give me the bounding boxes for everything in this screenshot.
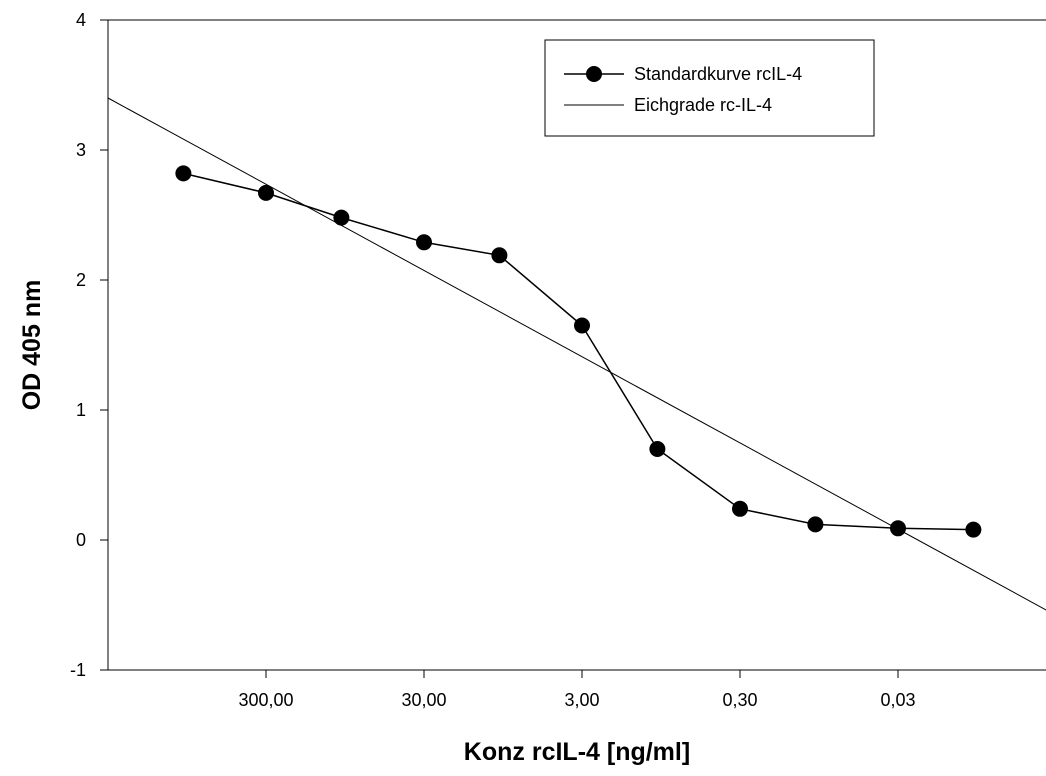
standardkurve-point: [574, 317, 590, 334]
standardkurve-point: [491, 247, 508, 264]
standardkurve-point: [416, 234, 432, 251]
y-axis-ticks: -1 0 1 2 3 4: [70, 10, 108, 680]
y-axis-title: OD 405 nm: [18, 280, 46, 411]
x-tick-label: 3,00: [564, 690, 599, 710]
y-tick-label: 0: [76, 530, 86, 550]
standardkurve-point: [732, 500, 748, 517]
legend: Standardkurve rcIL-4 Eichgrade rc-IL-4: [544, 39, 875, 137]
plot-area: [107, 19, 1046, 671]
y-tick-label: 1: [76, 400, 86, 420]
x-tick-label: 30,00: [401, 690, 446, 710]
legend-label-eichgrade: Eichgrade rc-IL-4: [634, 95, 772, 115]
standardkurve-point: [807, 516, 824, 533]
x-axis-title: Konz rcIL-4 [ng/ml]: [464, 738, 690, 766]
series-standardkurve: [175, 165, 982, 538]
legend-marker-standardkurve: [586, 66, 602, 82]
standardkurve-point: [965, 521, 982, 538]
y-tick-label: -1: [70, 660, 86, 680]
legend-label-standardkurve: Standardkurve rcIL-4: [634, 64, 802, 84]
x-tick-label: 300,00: [238, 690, 293, 710]
y-tick-label: 4: [76, 10, 86, 30]
legend-box: [544, 39, 875, 137]
standardkurve-point: [333, 209, 350, 226]
x-axis-ticks: 300,00 30,00 3,00 0,30 0,03: [238, 670, 916, 710]
y-tick-label: 3: [76, 140, 86, 160]
standardkurve-point: [649, 441, 666, 457]
x-tick-label: 0,30: [722, 690, 757, 710]
x-tick-label: 0,03: [880, 690, 915, 710]
standardkurve-point: [175, 165, 192, 182]
standardkurve-point: [890, 520, 906, 537]
y-tick-label: 2: [76, 270, 86, 290]
standardkurve-point: [258, 184, 274, 201]
